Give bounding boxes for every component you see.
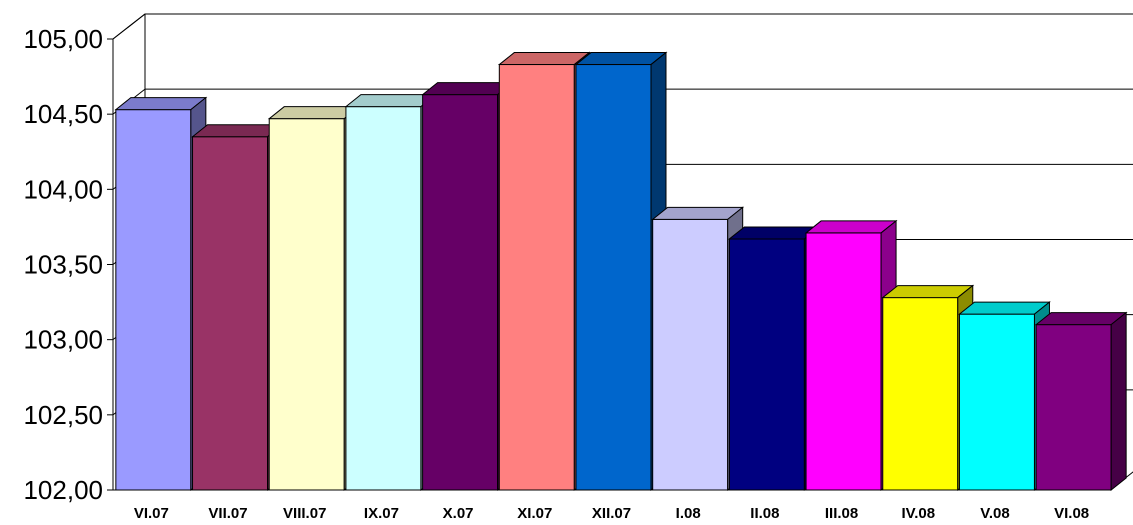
bar-front <box>498 64 575 491</box>
y-tick-label: 104,00 <box>23 174 103 204</box>
back-wall-top <box>112 13 1133 40</box>
x-tick-label: V.08 <box>980 505 1009 522</box>
gridline-depth <box>112 13 146 40</box>
y-tick-label: 103,00 <box>23 325 103 355</box>
y-tick-label: 104,50 <box>23 99 103 129</box>
x-tick-label: II.08 <box>750 505 779 522</box>
x-tick-label: VII.07 <box>208 505 247 522</box>
bar-front <box>958 313 1035 491</box>
x-tick-label: IX.07 <box>364 505 399 522</box>
bar-front <box>882 297 959 491</box>
x-tick-label: III.08 <box>825 505 858 522</box>
x-tick-label: IV.08 <box>901 505 935 522</box>
bar-front <box>1035 324 1112 491</box>
x-tick-label: I.08 <box>676 505 701 522</box>
bar <box>114 96 208 492</box>
y-tick-label: 102,50 <box>23 400 103 430</box>
x-tick-label: VIII.07 <box>283 505 326 522</box>
y-tick-label: 103,50 <box>23 250 103 280</box>
x-tick-label: VI.08 <box>1054 505 1089 522</box>
bar-front <box>805 232 882 491</box>
bar-front <box>728 238 805 491</box>
bars <box>114 51 1128 492</box>
bar <box>1034 311 1128 492</box>
bar-front <box>575 64 652 491</box>
bar-front <box>652 218 729 491</box>
bar-front <box>192 136 269 491</box>
x-tick-label: VI.07 <box>134 505 169 522</box>
bar-side <box>1110 311 1127 492</box>
bar-front <box>115 109 192 491</box>
x-tick-label: X.07 <box>443 505 474 522</box>
y-tick-label: 105,00 <box>23 24 103 54</box>
bar-front <box>422 94 499 491</box>
x-axis-ticks: VI.07 VII.07 VIII.07 IX.07 X.07 XI.07 XII.07 I.… <box>134 505 1089 522</box>
x-tick-label: XI.07 <box>517 505 552 522</box>
y-axis-ticks: 102,00 102,50 103,00 103,50 104,00 104,50 105,… <box>23 24 103 505</box>
y-tick-label: 102,00 <box>23 475 103 505</box>
x-tick-label: XII.07 <box>592 505 631 522</box>
bar-front <box>268 118 345 491</box>
bar-front <box>345 106 422 491</box>
